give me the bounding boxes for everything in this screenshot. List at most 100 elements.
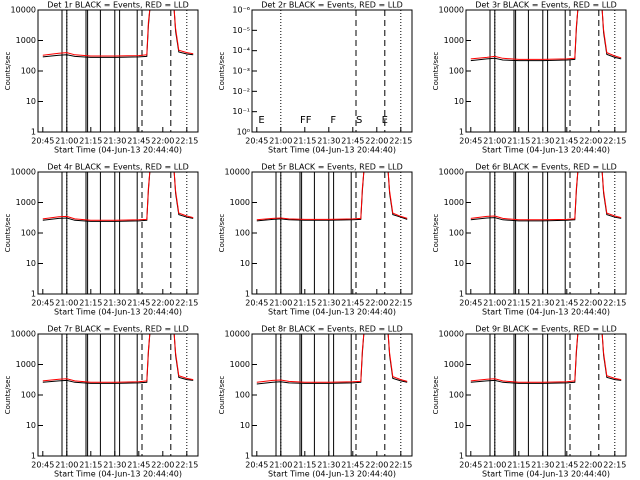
series-line: [42, 172, 194, 221]
x-axis-label: Start Time (04-Jun-13 20:44:40): [482, 308, 610, 317]
x-axis-label: Start Time (04-Jun-13 20:44:40): [268, 470, 396, 479]
y-tick-label: 10: [26, 421, 36, 430]
x-tick-label: 21:00: [269, 137, 292, 146]
plot-frame: [251, 333, 413, 457]
y-axis-label: Counts/sec: [4, 52, 12, 91]
y-tick-label: 1: [459, 452, 464, 461]
x-tick-label: 21:45: [127, 299, 150, 308]
x-tick-label: 20:45: [31, 461, 54, 470]
y-axis-label: Counts/sec: [218, 52, 226, 91]
series-line: [470, 10, 622, 60]
panel-title: Det 7r BLACK = Events, RED = LLD: [47, 325, 189, 334]
x-tick-label: 22:15: [389, 137, 412, 146]
plot-frame: [465, 333, 627, 457]
x-tick-label: 21:45: [555, 461, 578, 470]
panel-title: Det 1r BLACK = Events, RED = LLD: [47, 1, 189, 10]
series-line: [42, 334, 194, 383]
plot-frame: [465, 9, 627, 133]
y-tick-label: 10: [454, 97, 464, 106]
y-tick-label: 1000: [444, 198, 464, 207]
x-axis-label: Start Time (04-Jun-13 20:44:40): [268, 146, 396, 155]
x-tick-label: 21:30: [317, 461, 340, 470]
panel: Det 8r BLACK = Events, RED = LLD Start Ti…: [218, 325, 413, 479]
x-tick-label: 22:00: [365, 137, 388, 146]
plot-area: [280, 10, 402, 132]
panel-title: Det 6r BLACK = Events, RED = LLD: [475, 163, 617, 172]
y-tick-label: 10: [26, 259, 36, 268]
x-tick-label: 21:30: [531, 299, 554, 308]
y-tick-label: 10⁻⁶: [232, 6, 250, 15]
x-tick-label: 20:45: [459, 461, 482, 470]
x-tick-label: 22:00: [365, 461, 388, 470]
x-tick-label: 22:15: [175, 137, 198, 146]
x-axis-label: Start Time (04-Jun-13 20:44:40): [268, 308, 396, 317]
x-tick-label: 21:15: [293, 299, 316, 308]
y-tick-label: 1: [459, 290, 464, 299]
y-axis-label: Counts/sec: [432, 52, 440, 91]
x-tick-label: 21:15: [507, 461, 530, 470]
y-tick-label: 1: [31, 128, 36, 137]
y-tick-label: 10000: [11, 330, 36, 339]
x-tick-label: 22:15: [603, 461, 626, 470]
x-tick-label: 22:00: [579, 137, 602, 146]
y-tick-label: 1000: [230, 360, 250, 369]
y-tick-label: 10⁰: [237, 128, 250, 137]
x-tick-label: 22:15: [175, 461, 198, 470]
y-axis-label: Counts/sec: [4, 376, 12, 415]
x-tick-label: 20:45: [245, 137, 268, 146]
plot-area: [42, 10, 194, 132]
y-tick-label: 1: [459, 128, 464, 137]
y-tick-label: 10: [240, 259, 250, 268]
y-tick-label: 10⁻⁵: [232, 26, 250, 35]
plot-area: [256, 334, 408, 456]
x-tick-label: 22:00: [365, 299, 388, 308]
y-tick-label: 100: [449, 391, 464, 400]
plot-frame: [37, 171, 199, 295]
panel: Det 6r BLACK = Events, RED = LLD Start Ti…: [432, 163, 627, 317]
x-tick-label: 21:00: [483, 299, 506, 308]
y-tick-label: 10: [240, 421, 250, 430]
x-tick-label: 22:00: [579, 299, 602, 308]
panel-title: Det 4r BLACK = Events, RED = LLD: [47, 163, 189, 172]
panel: Det 3r BLACK = Events, RED = LLD Start Ti…: [432, 1, 627, 155]
y-axis-label: Counts/sec: [432, 214, 440, 253]
x-tick-label: 21:15: [293, 137, 316, 146]
x-axis-label: Start Time (04-Jun-13 20:44:40): [482, 146, 610, 155]
y-tick-label: 1000: [16, 36, 36, 45]
panel: Det 1r BLACK = Events, RED = LLD Start Ti…: [4, 1, 199, 155]
x-tick-label: 22:15: [389, 461, 412, 470]
x-tick-label: 21:30: [103, 137, 126, 146]
x-tick-label: 21:45: [341, 461, 364, 470]
x-tick-label: 20:45: [245, 299, 268, 308]
x-tick-label: 21:45: [127, 461, 150, 470]
plot-area: [470, 10, 622, 132]
plot-frame: [37, 9, 199, 133]
y-tick-label: 100: [449, 229, 464, 238]
panel: Det 5r BLACK = Events, RED = LLD Start Ti…: [218, 163, 413, 317]
y-axis-label: Counts/sec: [432, 376, 440, 415]
y-tick-label: 100: [21, 391, 36, 400]
y-tick-label: 10000: [225, 168, 250, 177]
panel-title: Det 9r BLACK = Events, RED = LLD: [475, 325, 617, 334]
x-tick-label: 22:15: [175, 299, 198, 308]
annotation: E: [258, 115, 264, 126]
panel: Det 9r BLACK = Events, RED = LLD Start Ti…: [432, 325, 627, 479]
y-tick-label: 10: [454, 421, 464, 430]
plot-area: [256, 172, 408, 294]
x-tick-label: 20:45: [31, 137, 54, 146]
x-tick-label: 21:30: [531, 137, 554, 146]
y-tick-label: 100: [21, 67, 36, 76]
x-tick-label: 21:00: [55, 137, 78, 146]
x-tick-label: 21:30: [317, 137, 340, 146]
x-tick-label: 21:15: [79, 137, 102, 146]
plot-frame: [465, 171, 627, 295]
plot-frame: [37, 333, 199, 457]
plot-area: [42, 334, 194, 456]
series-line: [256, 172, 408, 221]
y-tick-label: 10: [26, 97, 36, 106]
y-tick-label: 10000: [439, 168, 464, 177]
y-tick-label: 1000: [16, 360, 36, 369]
x-tick-label: 22:00: [151, 299, 174, 308]
y-tick-label: 100: [449, 67, 464, 76]
plot-area: [42, 172, 194, 294]
